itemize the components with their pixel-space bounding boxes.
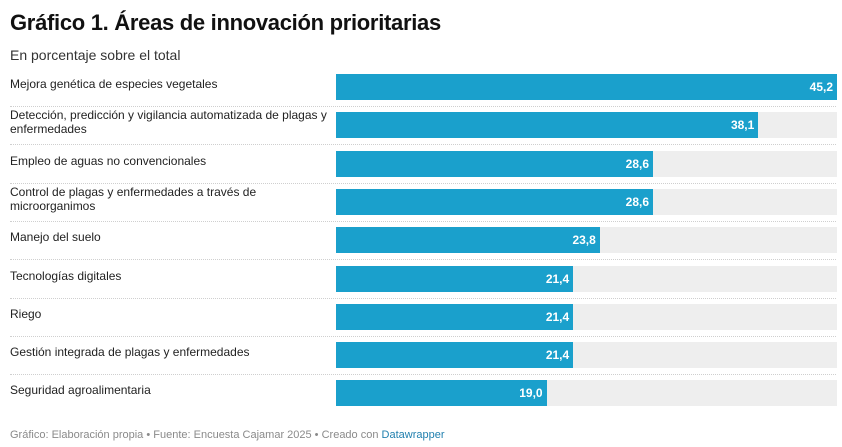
chart-subtitle: En porcentaje sobre el total (10, 47, 181, 63)
category-label: Gestión integrada de plagas y enfermedad… (10, 345, 250, 360)
bar: 19,0 (336, 380, 547, 407)
bar-value-label: 21,4 (545, 271, 570, 286)
bar-value-label: 38,1 (730, 118, 755, 133)
bar: 38,1 (336, 112, 759, 139)
category-label: Detección, predicción y vigilancia autom… (10, 108, 327, 137)
row-separator (10, 106, 836, 107)
bar-value-label: 45,2 (809, 80, 833, 94)
chart-title: Gráfico 1. Áreas de innovación prioritar… (10, 10, 441, 35)
bar-value-label: 21,4 (545, 348, 570, 363)
row-separator (10, 259, 836, 261)
category-label: Control de plagas y enfermedades a travé… (10, 184, 257, 213)
bar-value-label: 28,6 (625, 194, 649, 209)
chart-footer: Gráfico: Elaboración propia • Fuente: En… (10, 429, 445, 441)
category-label: Empleo de aguas no convencionales (10, 153, 207, 168)
bar: 28,6 (336, 150, 653, 177)
bar: 28,6 (336, 188, 653, 215)
bar-value-label: 19,0 (519, 386, 543, 401)
category-label: Seguridad agroalimentaria (10, 383, 151, 398)
bar: 21,4 (336, 303, 574, 330)
bar: 21,4 (336, 265, 574, 292)
row-separator (10, 182, 836, 184)
bar-value-label: 23,8 (572, 233, 596, 248)
row-separator (10, 220, 836, 222)
category-label: Manejo del suelo (10, 230, 101, 245)
category-label: Mejora genética de especies vegetales (10, 77, 218, 91)
bar-value-label: 21,4 (545, 309, 570, 324)
row-separator (10, 297, 836, 299)
bar: 23,8 (336, 227, 600, 254)
bar: 45,2 (336, 74, 837, 100)
footer-credit: Gráfico: Elaboración propia • Fuente: En… (10, 429, 382, 441)
bar-value-label: 28,6 (625, 156, 649, 171)
row-separator (10, 144, 836, 146)
row-separator (10, 374, 836, 376)
category-label: Riego (10, 306, 42, 321)
datawrapper-link[interactable]: Datawrapper (381, 429, 445, 441)
row-separator (10, 335, 836, 337)
category-label: Tecnologías digitales (10, 268, 122, 283)
bar: 21,4 (336, 342, 574, 369)
